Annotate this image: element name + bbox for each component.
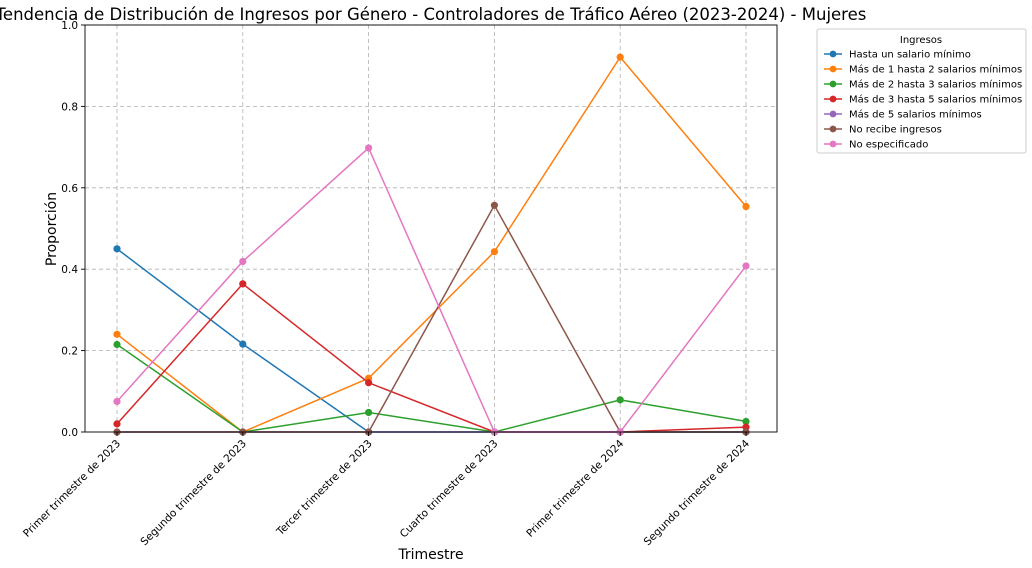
- grid: [85, 24, 777, 433]
- y-tick-label: 0.8: [61, 101, 78, 113]
- x-axis-label: Trimestre: [397, 547, 463, 563]
- legend-marker: [829, 65, 837, 73]
- legend-marker: [829, 95, 837, 103]
- plot-area-frame: [84, 24, 778, 433]
- data-point: [113, 420, 121, 428]
- series-points: [113, 53, 750, 436]
- legend: Ingresos Hasta un salario mínimo Más de 1…: [816, 28, 1027, 154]
- y-axis-label: Proporción: [44, 192, 60, 266]
- series-lines: [116, 55, 747, 433]
- legend-box: [816, 28, 1027, 154]
- series-line: [116, 282, 747, 433]
- data-point: [490, 248, 498, 256]
- series-line: [116, 343, 747, 433]
- y-tick-label: 0.6: [61, 183, 78, 195]
- y-tick-label: 0.0: [61, 427, 78, 439]
- data-point: [742, 417, 750, 426]
- x-tick-label: Primer trimestre de 2023: [21, 438, 123, 540]
- legend-marker: [829, 80, 837, 88]
- y-tick-label: 0.4: [61, 264, 78, 276]
- chart-title: Tendencia de Distribución de Ingresos po…: [0, 5, 866, 24]
- data-point: [742, 202, 750, 211]
- data-point: [616, 396, 624, 404]
- series-line: [116, 55, 747, 433]
- data-point: [113, 397, 121, 406]
- data-point: [490, 201, 498, 209]
- data-point: [113, 245, 121, 253]
- data-point: [239, 280, 247, 288]
- legend-entry: Más de 2 hasta 3 salarios mínimos: [849, 79, 1022, 91]
- data-point: [365, 408, 373, 417]
- series-line: [116, 146, 747, 433]
- legend-marker: [829, 50, 837, 58]
- data-point: [239, 257, 247, 266]
- legend-marker: [829, 110, 837, 118]
- legend-entry: Más de 1 hasta 2 salarios mínimos: [849, 64, 1022, 76]
- data-point: [742, 262, 750, 270]
- legend-entry: Hasta un salario mínimo: [849, 49, 971, 61]
- x-tick-label: Cuarto trimestre de 2023: [398, 438, 501, 541]
- legend-marker: [829, 125, 837, 133]
- legend-entry: No especificado: [849, 140, 928, 151]
- data-point: [365, 379, 373, 387]
- x-tick-label: Tercer trimestre de 2023: [274, 438, 375, 539]
- x-tick-label: Segundo trimestre de 2023: [138, 438, 248, 548]
- y-axis-ticks: 0.0 0.2 0.4 0.6 0.8 1.0: [61, 20, 85, 439]
- y-tick-label: 0.2: [61, 346, 78, 358]
- data-point: [113, 340, 121, 349]
- x-axis-ticks: Primer trimestre de 2023 Segundo trimestr…: [21, 432, 752, 548]
- data-point: [365, 144, 373, 152]
- x-tick-label: Segundo trimestre de 2024: [642, 437, 753, 548]
- data-point: [616, 53, 624, 61]
- legend-title: Ingresos: [900, 35, 942, 46]
- legend-entry: Más de 5 salarios mínimos: [849, 109, 982, 121]
- x-tick-label: Primer trimestre de 2024: [524, 437, 626, 539]
- y-tick-label: 1.0: [61, 20, 78, 32]
- legend-entry: No recibe ingresos: [849, 125, 942, 136]
- data-point: [239, 340, 247, 348]
- legend-marker: [829, 140, 837, 148]
- data-point: [113, 330, 121, 338]
- legend-entry: Más de 3 hasta 5 salarios mínimos: [849, 94, 1022, 106]
